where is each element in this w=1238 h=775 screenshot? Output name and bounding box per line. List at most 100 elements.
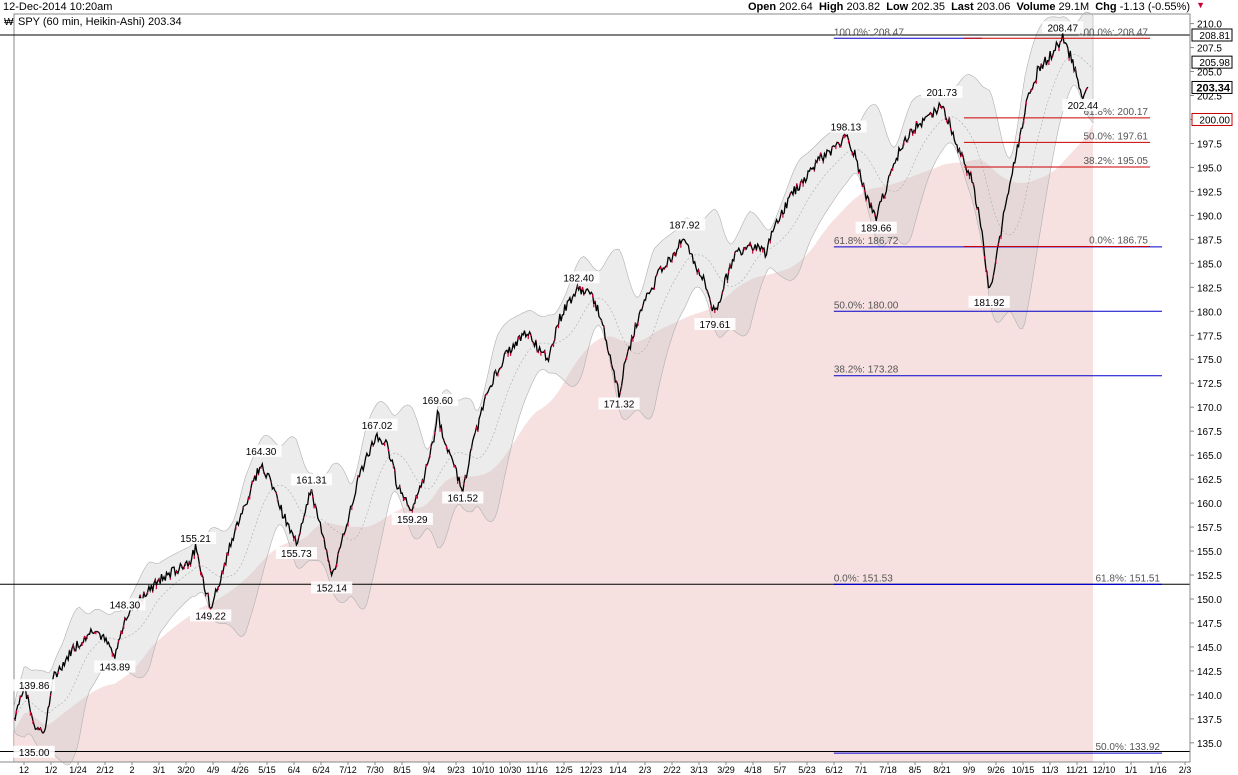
- peak-label-bg: [1062, 99, 1104, 112]
- y-tick-label: 135.0: [1197, 739, 1222, 750]
- price-box-label: 208.81: [1199, 31, 1230, 42]
- fib-blue-label: 100.0%: 208.47: [834, 27, 904, 38]
- x-tick-label: 8/5: [909, 765, 922, 775]
- peak-label: 167.02: [362, 421, 393, 432]
- y-tick-label: 165.0: [1197, 451, 1222, 462]
- y-tick-label: 175.0: [1197, 355, 1222, 366]
- x-tick-label: 1/16: [1149, 765, 1167, 775]
- peak-label-bg: [311, 581, 353, 594]
- peak-label-bg: [275, 547, 317, 560]
- peak-label: 152.14: [316, 583, 347, 594]
- peak-label: 139.86: [19, 681, 50, 692]
- x-tick-label: 10/30: [499, 765, 522, 775]
- y-tick-label: 195.0: [1197, 163, 1222, 174]
- fib-red-label: 50.0%: 197.61: [1084, 131, 1149, 142]
- y-tick-label: 190.0: [1197, 211, 1222, 222]
- x-tick-label: 2/22: [663, 765, 681, 775]
- x-tick-label: 12/23: [580, 765, 603, 775]
- peak-label: 189.66: [861, 224, 892, 235]
- x-tick-label: 8/15: [393, 765, 411, 775]
- x-tick-label: 7/12: [339, 765, 357, 775]
- peak-label: 202.44: [1068, 101, 1099, 112]
- peak-label-bg: [558, 271, 600, 284]
- price-box: [1191, 80, 1233, 94]
- price-box: [1191, 55, 1233, 69]
- chart-logo-icon: ₩: [4, 17, 14, 28]
- fib-red-label: 100.0%: 208.47: [1078, 27, 1148, 38]
- y-tick-label: 162.5: [1197, 475, 1222, 486]
- chevron-down-icon[interactable]: ▼: [1196, 0, 1205, 10]
- x-tick-label: 2: [129, 765, 134, 775]
- x-tick-label: 4/26: [231, 765, 249, 775]
- peak-label-bg: [94, 660, 136, 673]
- x-tick-label: 10/10: [472, 765, 495, 775]
- fib-blue-label: 38.2%: 173.28: [834, 365, 899, 376]
- price-box: [1191, 112, 1233, 126]
- y-tick-label: 177.5: [1197, 331, 1222, 342]
- y-tick-label: 210.0: [1197, 20, 1222, 31]
- y-tick-label: 192.5: [1197, 187, 1222, 198]
- peak-label-bg: [442, 491, 484, 504]
- y-tick-label: 147.5: [1197, 619, 1222, 630]
- x-tick-label: 6/12: [825, 765, 843, 775]
- open-label: Open: [747, 1, 777, 13]
- peak-label-bg: [968, 295, 1010, 308]
- y-tick-label: 140.0: [1197, 691, 1222, 702]
- x-tick-label: 3/29: [717, 765, 735, 775]
- y-tick-label: 185.0: [1197, 259, 1222, 270]
- peak-label: 155.73: [281, 549, 312, 560]
- fib-blue-label: 0.0%: 151.53: [834, 573, 893, 584]
- x-tick-label: 11/21: [1066, 765, 1088, 775]
- peak-label: 208.47: [1047, 23, 1078, 34]
- peak-label: 149.22: [195, 611, 226, 622]
- fib-blue-label: 50.0%: 180.00: [834, 300, 899, 311]
- y-tick-label: 197.5: [1197, 139, 1222, 150]
- high-label: High: [818, 1, 844, 13]
- price-box-label: 205.98: [1199, 58, 1230, 69]
- peak-label: 201.73: [926, 88, 957, 99]
- y-tick-label: 155.0: [1197, 547, 1222, 558]
- peak-label: 179.61: [700, 320, 731, 331]
- low-value: 202.35: [911, 1, 945, 13]
- fib-red-label: 61.8%: 200.17: [1084, 107, 1149, 118]
- x-tick-label: 7/18: [879, 765, 897, 775]
- y-tick-label: 202.5: [1197, 92, 1222, 103]
- fib-blue-label: 61.8%: 151.51: [1096, 573, 1161, 584]
- peak-label-bg: [663, 218, 706, 231]
- peak-labels: 139.86 135.00 148.30 143.89 155.21 149.22 164.…: [13, 21, 1104, 759]
- peak-label-bg: [921, 85, 963, 98]
- y-tick-label: 150.0: [1197, 595, 1222, 606]
- x-tick-label: 4/9: [207, 765, 220, 775]
- y-tick-label: 187.5: [1197, 235, 1222, 246]
- x-tick-label: 9/9: [963, 765, 976, 775]
- x-tick-label: 3/20: [177, 765, 195, 775]
- price-box: [1191, 28, 1233, 42]
- peak-label-bg: [174, 532, 217, 545]
- peak-label-bg: [13, 745, 55, 758]
- y-tick-label: 167.5: [1197, 427, 1222, 438]
- y-tick-label: 207.5: [1197, 44, 1222, 55]
- fib-blue-label: 50.0%: 133.92: [1096, 742, 1161, 753]
- peak-label: 161.52: [447, 494, 478, 505]
- y-tick-label: 145.0: [1197, 643, 1222, 654]
- x-tick-label: 6/4: [288, 765, 301, 775]
- y-tick-label: 137.5: [1197, 715, 1222, 726]
- chart-background: [13, 13, 1191, 763]
- price-box-label: 203.34: [1196, 82, 1231, 94]
- peak-label: 169.60: [422, 396, 453, 407]
- x-tick-label: 1/1: [1125, 765, 1138, 775]
- quote-header: 12-Dec-2014 10:20am Open 202.64 High 203…: [0, 0, 1238, 14]
- y-tick-label: 182.5: [1197, 283, 1222, 294]
- peak-label-bg: [290, 473, 333, 486]
- peak-label-bg: [416, 394, 459, 407]
- fib-red-label: 0.0%: 186.75: [1089, 236, 1148, 247]
- volume-label: Volume: [1016, 1, 1056, 13]
- peak-label-bg: [190, 609, 232, 622]
- volume-value: 29.1M: [1058, 1, 1090, 13]
- peak-label: 181.92: [974, 298, 1005, 309]
- x-tick-label: 3/13: [690, 765, 708, 775]
- low-label: Low: [886, 1, 909, 13]
- y-tick-label: 170.0: [1197, 403, 1222, 414]
- y-tick-label: 180.0: [1197, 307, 1222, 318]
